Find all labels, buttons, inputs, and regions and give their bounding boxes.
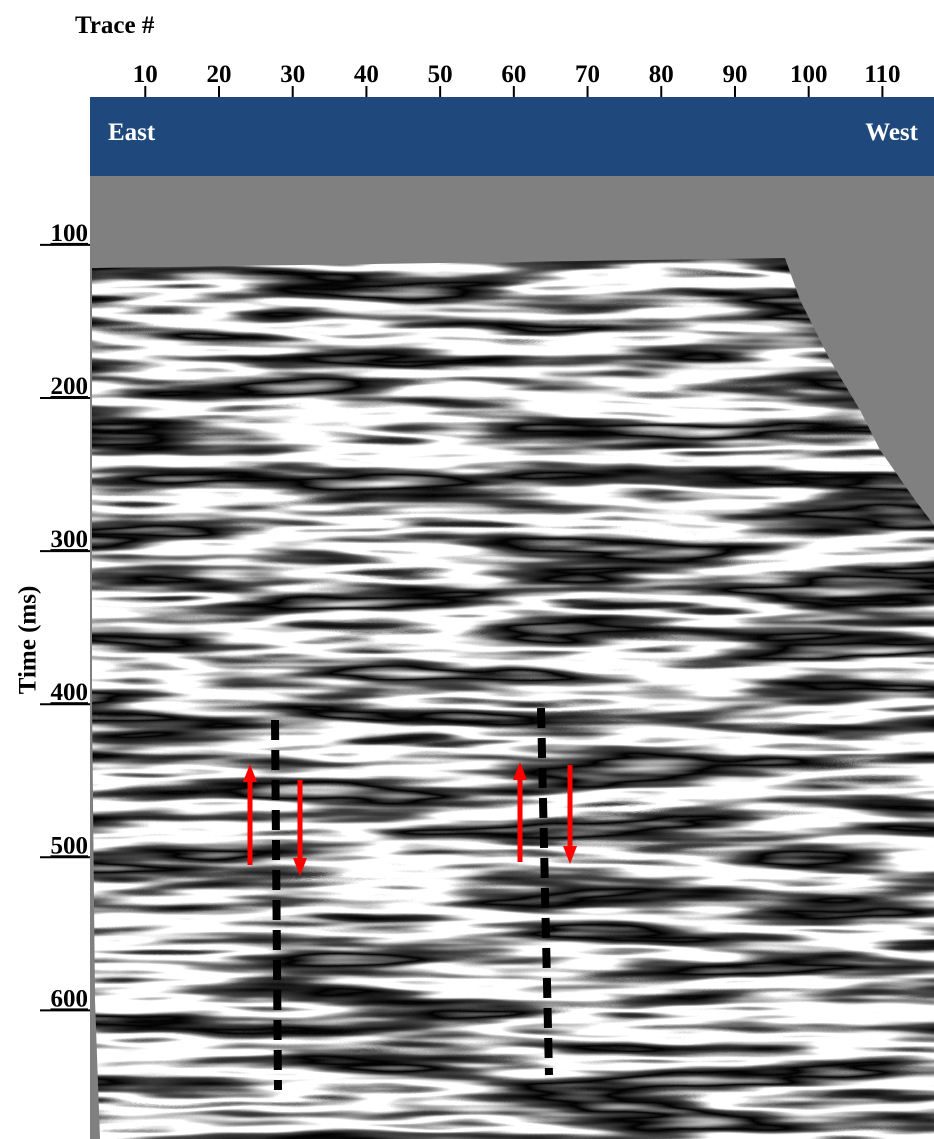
y-tick-label: 400 — [51, 679, 89, 706]
arrows — [243, 762, 577, 876]
fault-line — [537, 707, 553, 1076]
arrow-head — [513, 762, 527, 780]
x-tick-label: 70 — [575, 61, 600, 88]
x-tick-label: 90 — [722, 61, 747, 88]
x-tick-label: 110 — [864, 61, 900, 88]
annotations — [243, 707, 577, 1091]
arrow-head — [293, 858, 307, 876]
fault-line — [271, 719, 282, 1091]
west-label: West — [865, 119, 918, 146]
x-tick-label: 80 — [649, 61, 674, 88]
arrow-head — [563, 846, 577, 864]
y-axis-title: Time (ms) — [15, 586, 42, 695]
x-tick-label: 50 — [428, 61, 453, 88]
y-tick-label: 200 — [51, 373, 89, 400]
x-tick-label: 20 — [206, 61, 231, 88]
east-label: East — [108, 119, 156, 146]
y-tick-label: 500 — [51, 832, 89, 859]
y-tick-label: 600 — [51, 985, 89, 1012]
header-band — [90, 97, 934, 176]
x-tick-label: 10 — [133, 61, 158, 88]
x-tick-label: 100 — [790, 61, 828, 88]
y-tick-label: 300 — [51, 526, 89, 553]
x-axis-title: Trace # — [75, 12, 155, 39]
seismic-image — [92, 258, 934, 1139]
x-tick-label: 30 — [280, 61, 305, 88]
x-tick-label: 60 — [501, 61, 526, 88]
x-tick-label: 40 — [354, 61, 379, 88]
y-tick-label: 100 — [51, 220, 89, 247]
arrow-head — [243, 764, 257, 782]
